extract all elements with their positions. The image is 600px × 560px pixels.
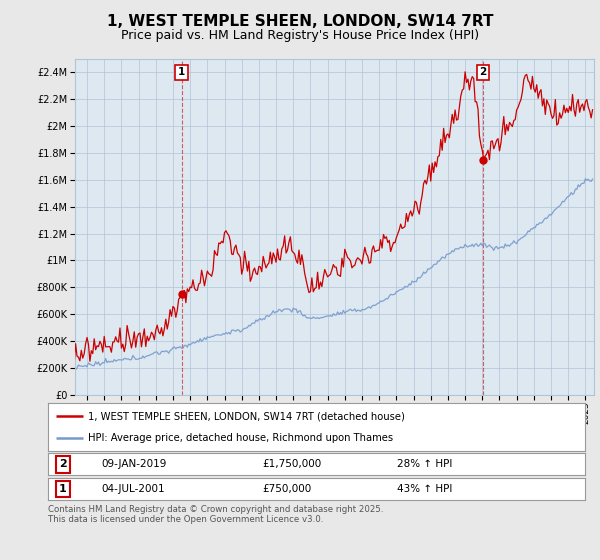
Text: Contains HM Land Registry data © Crown copyright and database right 2025.
This d: Contains HM Land Registry data © Crown c…	[48, 505, 383, 524]
Text: 2: 2	[479, 67, 487, 77]
Text: 2: 2	[59, 459, 67, 469]
Text: 43% ↑ HPI: 43% ↑ HPI	[397, 484, 452, 494]
Text: 28% ↑ HPI: 28% ↑ HPI	[397, 459, 452, 469]
Text: 09-JAN-2019: 09-JAN-2019	[102, 459, 167, 469]
Text: 04-JUL-2001: 04-JUL-2001	[102, 484, 166, 494]
Text: 1: 1	[59, 484, 67, 494]
Text: £1,750,000: £1,750,000	[263, 459, 322, 469]
Text: HPI: Average price, detached house, Richmond upon Thames: HPI: Average price, detached house, Rich…	[88, 433, 394, 443]
Text: 1: 1	[178, 67, 185, 77]
Text: 1, WEST TEMPLE SHEEN, LONDON, SW14 7RT (detached house): 1, WEST TEMPLE SHEEN, LONDON, SW14 7RT (…	[88, 411, 405, 421]
Text: Price paid vs. HM Land Registry's House Price Index (HPI): Price paid vs. HM Land Registry's House …	[121, 29, 479, 42]
Text: 1, WEST TEMPLE SHEEN, LONDON, SW14 7RT: 1, WEST TEMPLE SHEEN, LONDON, SW14 7RT	[107, 14, 493, 29]
Text: £750,000: £750,000	[263, 484, 312, 494]
